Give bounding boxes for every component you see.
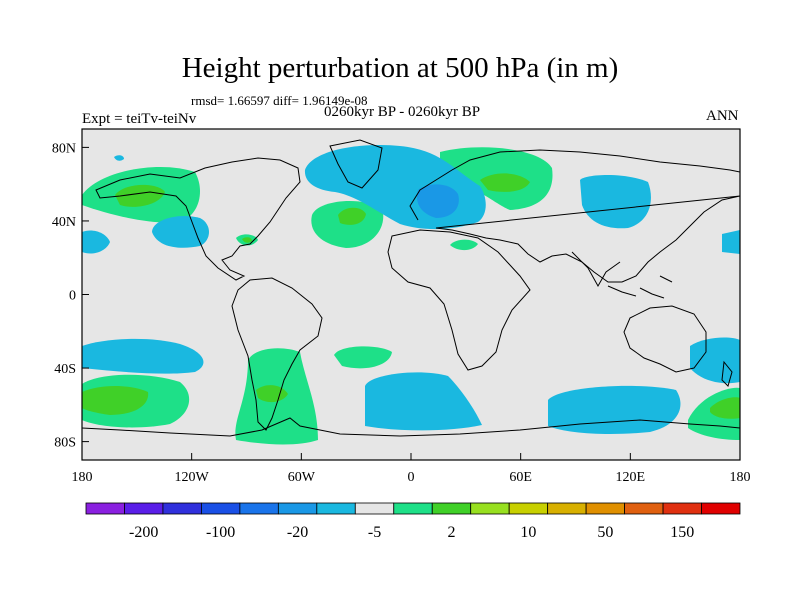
- x-tick-label: 120E: [616, 470, 646, 485]
- colorbar-label: 150: [670, 524, 694, 541]
- colorbar: -200 -100 -20 -5 2 10 50 150: [85, 502, 741, 541]
- x-tick-label: 180: [730, 470, 751, 485]
- y-tick-label: 0: [69, 289, 76, 304]
- period-label: 0260kyr BP - 0260kyr BP: [324, 104, 481, 120]
- colorbar-label: -100: [206, 524, 235, 541]
- anomaly-se-pacific-negative: [82, 338, 204, 374]
- coastlines: [82, 139, 740, 437]
- season-label: ANN: [706, 108, 739, 124]
- coast-australia: [623, 305, 707, 373]
- coast-india-peninsula: [571, 251, 621, 288]
- coast-north-america: [95, 157, 301, 281]
- colorbar-swatch: [239, 502, 279, 515]
- colorbar-swatch: [585, 502, 625, 515]
- colorbar-label: 10: [520, 524, 536, 541]
- experiment-label: Expt = teiTv-teiNv: [82, 111, 197, 127]
- x-tick-label: 180: [72, 470, 93, 485]
- anomaly-n-pacific-core: [115, 184, 165, 207]
- anomaly-eurasia-core: [480, 173, 530, 192]
- y-tick-label: 40N: [52, 215, 76, 230]
- anomaly-n-africa-positive: [450, 239, 478, 251]
- coast-new-zealand: [721, 360, 733, 387]
- colorbar-swatch: [124, 502, 164, 515]
- anomaly-s-america-core: [256, 385, 288, 403]
- colorbar-swatch: [701, 502, 741, 515]
- anomaly-n-pacific-negative: [152, 215, 209, 248]
- anomaly-s-pacific-core: [82, 386, 149, 415]
- anomaly-europe-core: [416, 184, 459, 218]
- anomaly-s-atlantic-positive: [334, 346, 392, 369]
- coast-antarctica: [82, 417, 740, 437]
- colorbar-swatch: [470, 502, 510, 515]
- y-axis: 80N 40N 0 40S 80S: [52, 141, 89, 451]
- colorbar-swatch: [162, 502, 202, 515]
- x-tick-label: 120W: [175, 470, 210, 485]
- colorbar-label: -20: [287, 524, 308, 541]
- coast-indonesia: [607, 275, 673, 299]
- colorbar-swatch: [624, 502, 664, 515]
- colorbar-label: 50: [597, 524, 613, 541]
- colorbar-swatch: [316, 502, 356, 515]
- anomaly-n-atlantic-core: [338, 207, 366, 225]
- colorbar-swatch: [431, 502, 472, 515]
- map-area: [82, 129, 740, 460]
- anomaly-asia-negative: [580, 175, 651, 229]
- anomaly-w-pacific-negative: [82, 230, 110, 254]
- y-tick-label: 80N: [52, 141, 76, 156]
- anomaly-arctic-negative: [114, 155, 124, 161]
- y-tick-label: 80S: [54, 436, 76, 451]
- anomaly-gulf-core: [242, 237, 252, 243]
- y-tick-label: 40S: [54, 362, 76, 377]
- x-axis: 180 120W 60W 0 60E 120E 180: [72, 453, 751, 485]
- positive-anomalies: [82, 147, 740, 445]
- colorbar-swatch: [393, 502, 433, 515]
- x-tick-label: 60W: [288, 470, 316, 485]
- colorbar-swatch: [662, 502, 702, 515]
- anomaly-s-indian-negative: [548, 385, 681, 434]
- anomaly-s-indian-core: [710, 397, 740, 419]
- coast-greenland: [329, 139, 383, 189]
- x-tick-label: 0: [408, 470, 415, 485]
- colorbar-label: -200: [129, 524, 158, 541]
- colorbar-swatch: [508, 502, 549, 515]
- colorbar-swatch: [354, 502, 395, 515]
- coast-africa: [387, 229, 531, 371]
- colorbar-swatch: [201, 502, 241, 515]
- anomaly-s-africa-negative: [365, 372, 482, 431]
- x-tick-label: 60E: [509, 470, 532, 485]
- colorbar-swatch: [277, 502, 318, 515]
- anomaly-e-pacific-negative: [722, 230, 740, 254]
- coast-south-america: [231, 277, 323, 431]
- colorbar-swatch: [547, 502, 587, 515]
- statistics-label: rmsd= 1.66597 diff= 1.96149e-08: [191, 93, 368, 108]
- colorbar-label: -5: [368, 524, 381, 541]
- anomaly-australia-negative: [690, 337, 740, 384]
- map-title: Height perturbation at 500 hPa (in m): [181, 52, 619, 84]
- colorbar-label: 2: [447, 524, 455, 541]
- colorbar-swatch: [85, 502, 125, 515]
- negative-anomalies: [82, 145, 740, 434]
